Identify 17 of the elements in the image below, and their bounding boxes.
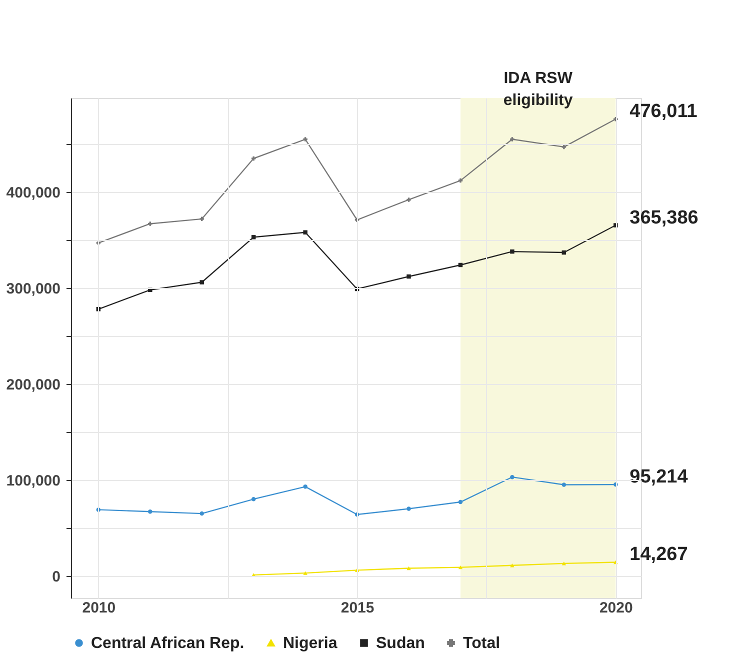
legend-label: Central African Rep. (91, 635, 244, 652)
legend-label: Sudan (376, 635, 425, 652)
x-tick-label: 2010 (82, 600, 116, 616)
y-tick-label: 200,000 (6, 376, 60, 394)
band-label: IDA RSW eligibility (503, 70, 574, 109)
data-label: 14,267 (630, 544, 688, 566)
data-label: 365,386 (630, 207, 698, 228)
x-tick-label: 2020 (599, 600, 633, 616)
x-tick-label: 2015 (340, 600, 374, 616)
data-label: 95,214 (630, 466, 688, 488)
legend-label: Total (463, 635, 500, 652)
y-tick-label: 100,000 (6, 472, 60, 490)
y-tick-label: 0 (52, 568, 60, 586)
y-tick-label: 400,000 (6, 184, 60, 202)
y-tick-label: 300,000 (6, 280, 60, 298)
data-label: 476,011 (630, 101, 698, 122)
legend-label: Nigeria (283, 635, 338, 652)
